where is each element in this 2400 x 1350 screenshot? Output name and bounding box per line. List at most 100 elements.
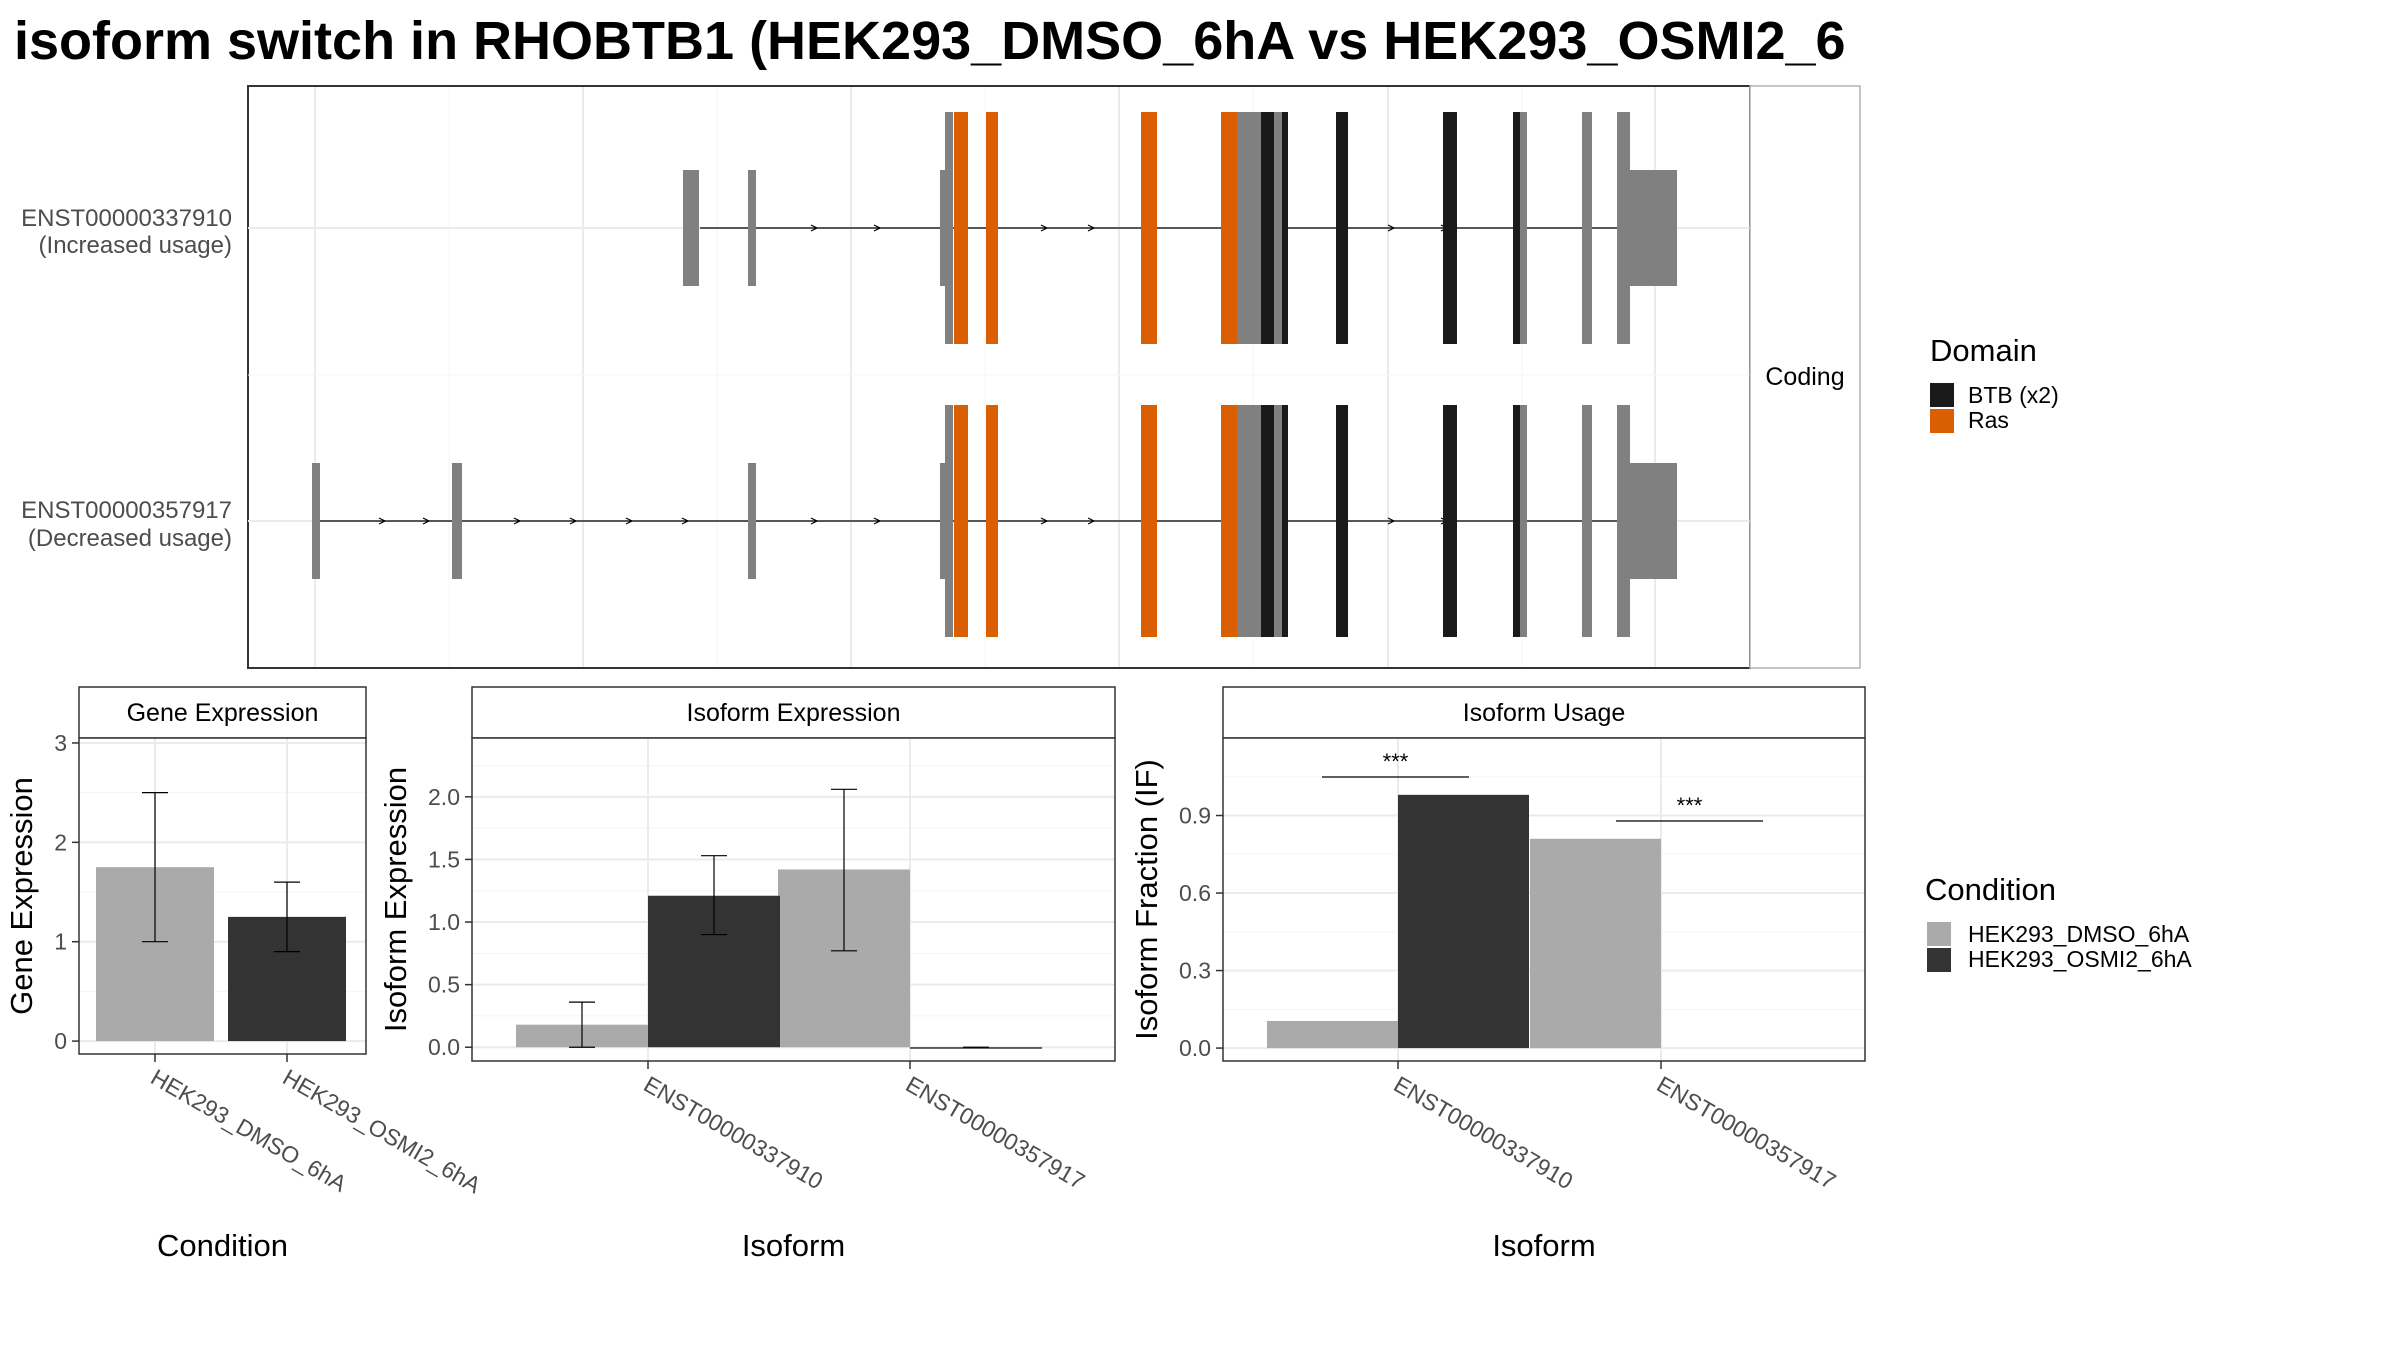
- ras-domain-exon: [1221, 405, 1237, 637]
- coding-exon: [1520, 112, 1527, 344]
- coding-exon: [945, 405, 953, 637]
- utr-exon: [683, 170, 699, 286]
- coding-exon: [1582, 112, 1592, 344]
- y-tick-label: 1.5: [428, 846, 460, 872]
- coding-strip: [1749, 85, 1861, 669]
- strand-arrow: [1040, 517, 1049, 525]
- terminal-utr-exon: [1630, 463, 1677, 579]
- ras-domain-exon: [1141, 405, 1157, 637]
- y-tick-label: 0.0: [428, 1034, 460, 1060]
- isoform-usage-panel: Isoform Usage 0.0 0.3 0.6 0.9 *** *** ENST00000…: [1129, 686, 1866, 1263]
- domain-legend: Domain BTB (x2) Ras: [1930, 333, 2059, 433]
- strand-arrow: [1387, 517, 1396, 525]
- ras-domain-exon: [954, 405, 968, 637]
- strand-arrow: [569, 517, 578, 525]
- isoform-usage-bar: [1398, 794, 1529, 1049]
- y-tick-label: 0.0: [1179, 1035, 1211, 1061]
- panel-border: [78, 737, 367, 1055]
- transcript-structure-panel: Coding ENST00000337910 (Increased usage)…: [21, 85, 1861, 669]
- strand-arrow: [1387, 224, 1396, 232]
- x-tick-label: ENST00000337910: [1390, 1071, 1578, 1195]
- btb-legend-label: BTB (x2): [1968, 382, 2059, 408]
- y-tick-label: 0: [54, 1028, 67, 1054]
- panel-strip-label: Isoform Expression: [687, 699, 901, 727]
- btb-domain-exon: [1282, 405, 1288, 637]
- btb-domain-exon: [1261, 405, 1274, 637]
- ras-legend-label: Ras: [1968, 407, 2009, 433]
- btb-domain-exon: [1336, 405, 1348, 637]
- coding-exon: [1617, 405, 1630, 637]
- btb-domain-exon: [1261, 112, 1274, 344]
- panel-border: [471, 737, 1116, 1062]
- strand-arrow: [681, 517, 690, 525]
- strand-arrow: [1040, 224, 1049, 232]
- panel-strip-label: Isoform Usage: [1463, 699, 1626, 727]
- y-axis-title: Isoform Expression: [378, 767, 413, 1032]
- utr-exon: [748, 463, 756, 579]
- osmi2-legend-key: [1927, 948, 1951, 972]
- panel-strip: [471, 686, 1116, 739]
- y-tick-label: 2.0: [428, 784, 460, 810]
- condition-legend-title: Condition: [1925, 872, 2056, 907]
- btb-domain-exon: [1443, 405, 1457, 637]
- strand-arrow: [378, 517, 387, 525]
- strand-arrow: [810, 224, 819, 232]
- x-tick-label: ENST00000357917: [902, 1071, 1090, 1195]
- panel-strip-label: Gene Expression: [127, 699, 319, 727]
- isoform-expression-bar: [910, 1047, 1042, 1049]
- y-tick-label: 2: [54, 829, 67, 855]
- y-axis-title: Isoform Fraction (IF): [1129, 759, 1164, 1040]
- ras-domain-exon: [1141, 112, 1157, 344]
- panel-strip: [1222, 686, 1866, 739]
- coding-exon: [1237, 405, 1261, 637]
- dmso-legend-label: HEK293_DMSO_6hA: [1968, 921, 2190, 947]
- x-axis-title: Isoform: [1492, 1228, 1595, 1263]
- y-tick-label: 3: [54, 730, 67, 756]
- coding-strip-label: Coding: [1765, 363, 1844, 391]
- ras-domain-exon: [1221, 112, 1237, 344]
- figure-title: isoform switch in RHOBTB1 (HEK293_DMSO_6…: [14, 11, 1846, 71]
- coding-exon: [945, 112, 953, 344]
- condition-legend: Condition HEK293_DMSO_6hA HEK293_OSMI2_6…: [1925, 872, 2192, 972]
- transcript-label-2-id: ENST00000357917: [21, 497, 232, 524]
- y-tick-label: 0.9: [1179, 803, 1211, 829]
- strand-arrow: [873, 224, 882, 232]
- significance-label: ***: [1383, 749, 1409, 774]
- coding-exon: [1582, 405, 1592, 637]
- strand-arrow: [873, 517, 882, 525]
- x-tick-label: ENST00000337910: [640, 1071, 828, 1195]
- transcript-label-1-usage: (Increased usage): [39, 232, 232, 259]
- strand-arrow: [1087, 224, 1096, 232]
- btb-domain-exon: [1513, 112, 1520, 344]
- isoform-usage-bar: [1267, 1020, 1398, 1049]
- osmi2-legend-label: HEK293_OSMI2_6hA: [1968, 946, 2192, 972]
- coding-exon: [1520, 405, 1527, 637]
- y-tick-label: 1: [54, 929, 67, 955]
- strand-arrow: [422, 517, 431, 525]
- utr-exon: [940, 170, 946, 286]
- btb-domain-exon: [1513, 405, 1520, 637]
- domain-legend-title: Domain: [1930, 333, 2037, 368]
- utr-exon: [452, 463, 462, 579]
- strand-arrow: [810, 517, 819, 525]
- btb-legend-key: [1930, 383, 1954, 407]
- transcript-label-2-usage: (Decreased usage): [28, 525, 232, 552]
- isoform-expression-panel: Isoform Expression 0.0 0.5 1.0 1.5 2.0 ENST000…: [378, 686, 1116, 1263]
- btb-domain-exon: [1336, 112, 1348, 344]
- coding-exon: [1274, 112, 1282, 344]
- coding-exon: [1617, 112, 1630, 344]
- utr-exon: [748, 170, 756, 286]
- y-tick-label: 0.6: [1179, 880, 1211, 906]
- panel-strip: [78, 686, 367, 739]
- x-axis-title: Condition: [157, 1228, 288, 1263]
- ras-domain-exon: [986, 112, 998, 344]
- utr-exon: [312, 463, 320, 579]
- isoform-usage-bar: [1530, 838, 1661, 1049]
- x-axis-title: Isoform: [742, 1228, 845, 1263]
- ras-domain-exon: [954, 112, 968, 344]
- x-tick-label: ENST00000357917: [1653, 1071, 1841, 1195]
- utr-exon: [940, 463, 946, 579]
- strand-arrow: [513, 517, 522, 525]
- y-tick-label: 0.5: [428, 972, 460, 998]
